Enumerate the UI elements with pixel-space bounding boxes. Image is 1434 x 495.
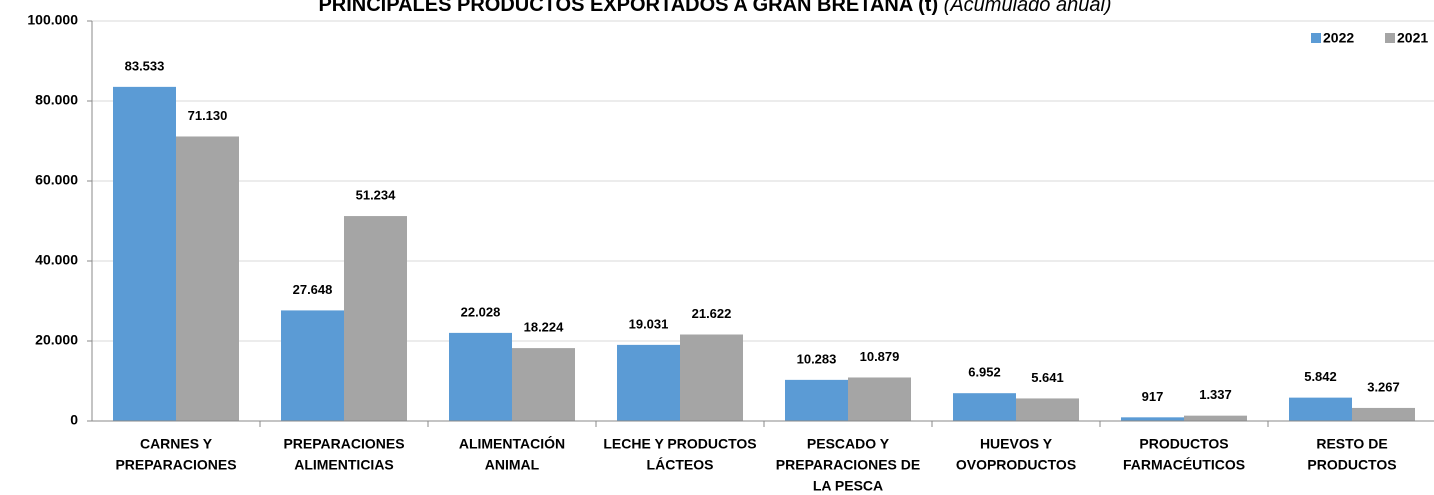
legend-label: 2021 <box>1397 30 1428 46</box>
legend-swatch <box>1311 33 1321 43</box>
y-tick-label: 20.000 <box>35 332 78 348</box>
value-label: 18.224 <box>524 320 565 335</box>
value-label: 3.267 <box>1367 379 1400 394</box>
value-label: 5.641 <box>1031 370 1064 385</box>
bar <box>680 334 743 421</box>
x-tick-label: PREPARACIONES <box>115 457 236 473</box>
x-tick-label: LA PESCA <box>813 478 883 494</box>
x-tick-label: LÁCTEOS <box>647 457 714 473</box>
bar <box>1289 397 1352 421</box>
bar <box>1121 417 1184 421</box>
value-label: 10.283 <box>797 351 837 366</box>
x-tick-label: LECHE Y PRODUCTOS <box>603 436 756 452</box>
value-label: 27.648 <box>293 282 333 297</box>
x-tick-label: HUEVOS Y <box>980 436 1053 452</box>
chart-title: PRINCIPALES PRODUCTOS EXPORTADOS A GRAN … <box>318 0 938 16</box>
x-tick-label: ALIMENTICIAS <box>294 457 394 473</box>
value-label: 71.130 <box>188 108 228 123</box>
bar <box>176 136 239 422</box>
y-tick-label: 40.000 <box>35 252 78 268</box>
x-tick-label: CARNES Y <box>140 436 213 452</box>
value-label: 10.879 <box>860 349 900 364</box>
bar <box>113 86 176 422</box>
y-tick-label: 80.000 <box>35 92 78 108</box>
x-tick-label: ALIMENTACIÓN <box>459 435 565 452</box>
bar <box>1016 398 1079 421</box>
x-tick-label: PRODUCTOS <box>1307 457 1396 473</box>
value-label: 6.952 <box>968 365 1001 380</box>
value-label: 83.533 <box>125 58 165 73</box>
x-tick-label: OVOPRODUCTOS <box>956 457 1076 473</box>
bar <box>281 310 344 421</box>
x-tick-label: PREPARACIONES DE <box>776 457 920 473</box>
bar <box>512 348 575 421</box>
bar <box>848 377 911 421</box>
value-label: 19.031 <box>629 316 669 331</box>
value-label: 22.028 <box>461 304 501 319</box>
legend-swatch <box>1385 33 1395 43</box>
bar <box>1352 407 1415 421</box>
bar <box>344 216 407 421</box>
value-label: 1.337 <box>1199 387 1232 402</box>
value-label: 51.234 <box>356 188 397 203</box>
y-tick-label: 60.000 <box>35 172 78 188</box>
bar <box>1184 415 1247 421</box>
x-tick-label: RESTO DE <box>1316 436 1387 452</box>
bar <box>617 344 680 421</box>
value-label: 5.842 <box>1304 369 1337 384</box>
y-tick-label: 0 <box>70 412 78 428</box>
x-tick-label: PREPARACIONES <box>283 436 404 452</box>
x-tick-label: ANIMAL <box>485 457 540 473</box>
x-tick-label: PESCADO Y <box>807 436 890 452</box>
chart-subtitle: (Acumulado anual) <box>944 0 1112 16</box>
bar <box>449 332 512 421</box>
x-tick-label: PRODUCTOS <box>1139 436 1228 452</box>
y-tick-label: 100.000 <box>27 12 78 28</box>
legend-label: 2022 <box>1323 30 1354 46</box>
x-tick-label: FARMACÉUTICOS <box>1123 457 1245 473</box>
bar <box>785 379 848 421</box>
value-label: 21.622 <box>692 306 732 321</box>
bar <box>953 393 1016 421</box>
chart-title-group: PRINCIPALES PRODUCTOS EXPORTADOS A GRAN … <box>318 0 1111 16</box>
value-label: 917 <box>1142 389 1164 404</box>
